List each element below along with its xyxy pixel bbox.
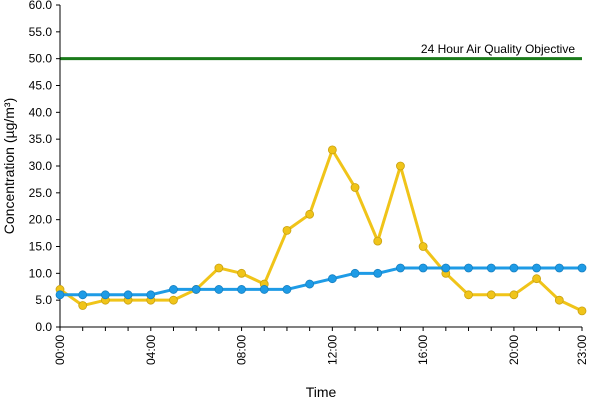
data-point (214, 263, 224, 273)
y-tick-label: 55.0 (29, 25, 53, 39)
y-tick-label: 25.0 (29, 186, 53, 200)
series-2 (55, 263, 587, 300)
x-tick-label: 12:00 (325, 335, 339, 365)
series-line (59, 148, 583, 313)
y-tick-label: 15.0 (29, 240, 53, 254)
data-point (464, 290, 473, 300)
y-tick-label: 10.0 (29, 266, 53, 280)
data-point (327, 145, 337, 155)
data-point (214, 285, 224, 294)
data-point (396, 263, 405, 273)
data-point (509, 290, 519, 300)
data-point (305, 279, 315, 289)
data-point (169, 295, 178, 305)
data-point (55, 290, 65, 300)
data-point (396, 161, 405, 171)
data-point (259, 285, 269, 294)
y-tick-label: 0.0 (35, 320, 52, 334)
series-1 (55, 145, 587, 316)
series-layer (55, 145, 587, 316)
data-point (237, 285, 246, 294)
data-point (169, 285, 178, 294)
data-point (554, 263, 564, 273)
data-point (350, 268, 360, 278)
data-point (327, 274, 337, 284)
data-point (373, 268, 383, 278)
x-tick-label: 16:00 (416, 335, 430, 365)
data-point (191, 285, 201, 294)
x-axis-title: Time (306, 384, 337, 400)
x-tick-label: 20:00 (507, 335, 521, 365)
y-tick-label: 5.0 (35, 293, 52, 307)
data-point (305, 209, 315, 219)
data-point (418, 263, 428, 273)
y-tick-label: 60.0 (29, 0, 53, 12)
x-tick-label: 23:00 (575, 335, 589, 365)
y-tick-label: 50.0 (29, 52, 53, 66)
data-point (282, 225, 292, 235)
reference-line-label: 24 Hour Air Quality Objective (421, 42, 575, 56)
y-axis-title: Concentration (µg/m³) (1, 98, 17, 234)
series-line (60, 266, 582, 297)
data-point (350, 183, 360, 192)
y-axis-ticks: 0.0 5.0 10.0 15.0 20.0 25.0 30.0 35.0 40.0 45.0 50… (29, 0, 60, 334)
data-point (554, 295, 564, 305)
data-point (237, 268, 246, 278)
y-tick-label: 45.0 (29, 79, 53, 93)
data-point (486, 263, 496, 273)
y-tick-label: 40.0 (29, 105, 53, 119)
x-tick-label: 08:00 (235, 335, 249, 365)
data-point (532, 274, 542, 284)
data-point (441, 263, 451, 273)
data-point (373, 236, 383, 246)
y-tick-label: 35.0 (29, 132, 53, 146)
data-point (146, 290, 156, 300)
data-point (577, 306, 587, 316)
data-point (282, 285, 292, 294)
x-axis-ticks: 00:00 04:00 08:00 12:00 16:00 20:00 23:00 (53, 327, 589, 365)
data-point (100, 290, 110, 300)
data-point (78, 290, 88, 300)
data-point (532, 263, 542, 273)
x-tick-label: 00:00 (53, 335, 67, 365)
data-point (577, 263, 587, 273)
x-tick-label: 04:00 (144, 335, 158, 365)
y-tick-label: 20.0 (29, 213, 53, 227)
data-point (418, 242, 428, 251)
data-point (123, 290, 133, 300)
y-tick-label: 30.0 (29, 159, 53, 173)
data-point (509, 263, 519, 273)
data-point (78, 301, 88, 310)
data-point (486, 290, 496, 300)
data-point (464, 263, 473, 273)
